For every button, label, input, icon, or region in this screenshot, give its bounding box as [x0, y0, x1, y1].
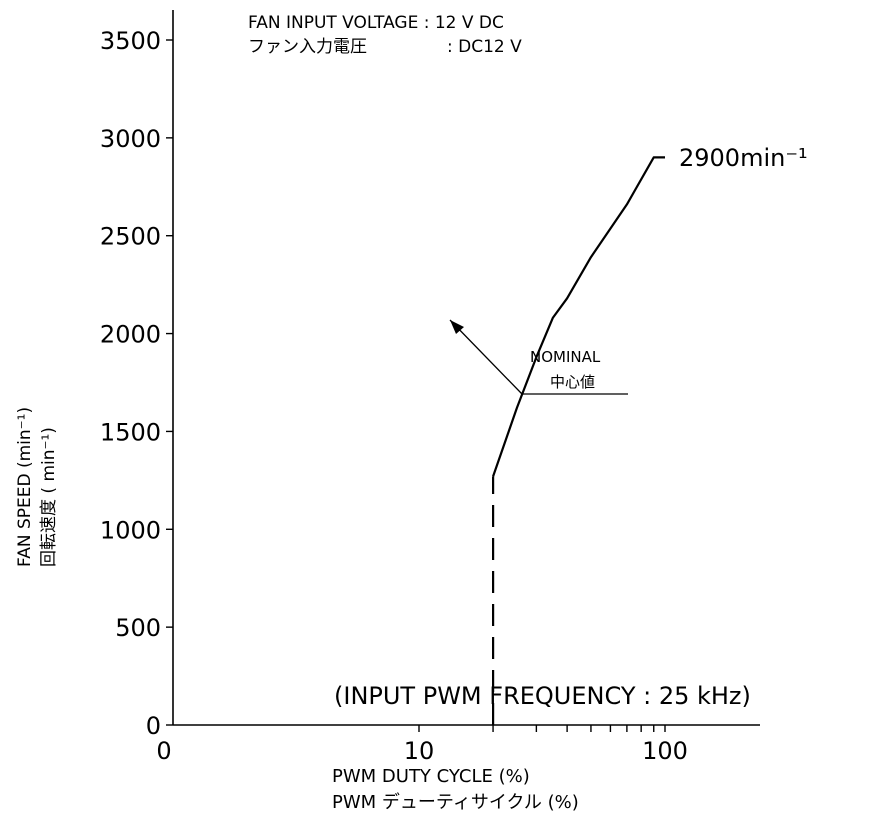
y-tick-label-1000: 1000 [100, 516, 161, 544]
end-value-label: 2900min⁻¹ [679, 144, 808, 172]
nominal-callout [449, 319, 628, 395]
y-tick-label-3500: 3500 [100, 27, 161, 55]
nominal-label: NOMINAL [530, 348, 601, 366]
nominal-callout-leader [449, 319, 523, 395]
series [492, 156, 665, 725]
ticks: 0 500 1000 1500 2000 2500 3000 3500 0 10 100 [100, 27, 688, 765]
nominal-ja-label: 中心値 [550, 373, 595, 391]
x-axis-title-en: PWM DUTY CYCLE (%) [332, 766, 530, 787]
header-voltage-ja-value: : DC12 V [447, 37, 522, 57]
y-axis-title-en: FAN SPEED (min⁻¹) [15, 407, 35, 567]
y-tick-label-0: 0 [146, 712, 161, 740]
x-tick-label-100: 100 [642, 737, 688, 765]
y-tick-label-2000: 2000 [100, 321, 161, 349]
y-tick-label-500: 500 [115, 614, 161, 642]
y-tick-label-2500: 2500 [100, 223, 161, 251]
nominal-speed-curve [492, 156, 665, 477]
y-tick-label-3000: 3000 [100, 125, 161, 153]
header-voltage-en: FAN INPUT VOLTAGE : 12 V DC [248, 13, 504, 33]
x-tick-label-0: 0 [156, 737, 171, 765]
pwm-frequency-label: (INPUT PWM FREQUENCY : 25 kHz) [334, 682, 751, 710]
y-axis-title-ja: 回転速度 ( min⁻¹) [39, 427, 59, 567]
axes [172, 10, 760, 726]
x-tick-label-10: 10 [404, 737, 435, 765]
header-voltage-ja: ファン入力電圧 [248, 37, 367, 57]
y-tick-label-1500: 1500 [100, 418, 161, 446]
x-axis-title-ja: PWM デューティサイクル (%) [332, 792, 579, 813]
nominal-callout-arrowhead [450, 320, 464, 334]
